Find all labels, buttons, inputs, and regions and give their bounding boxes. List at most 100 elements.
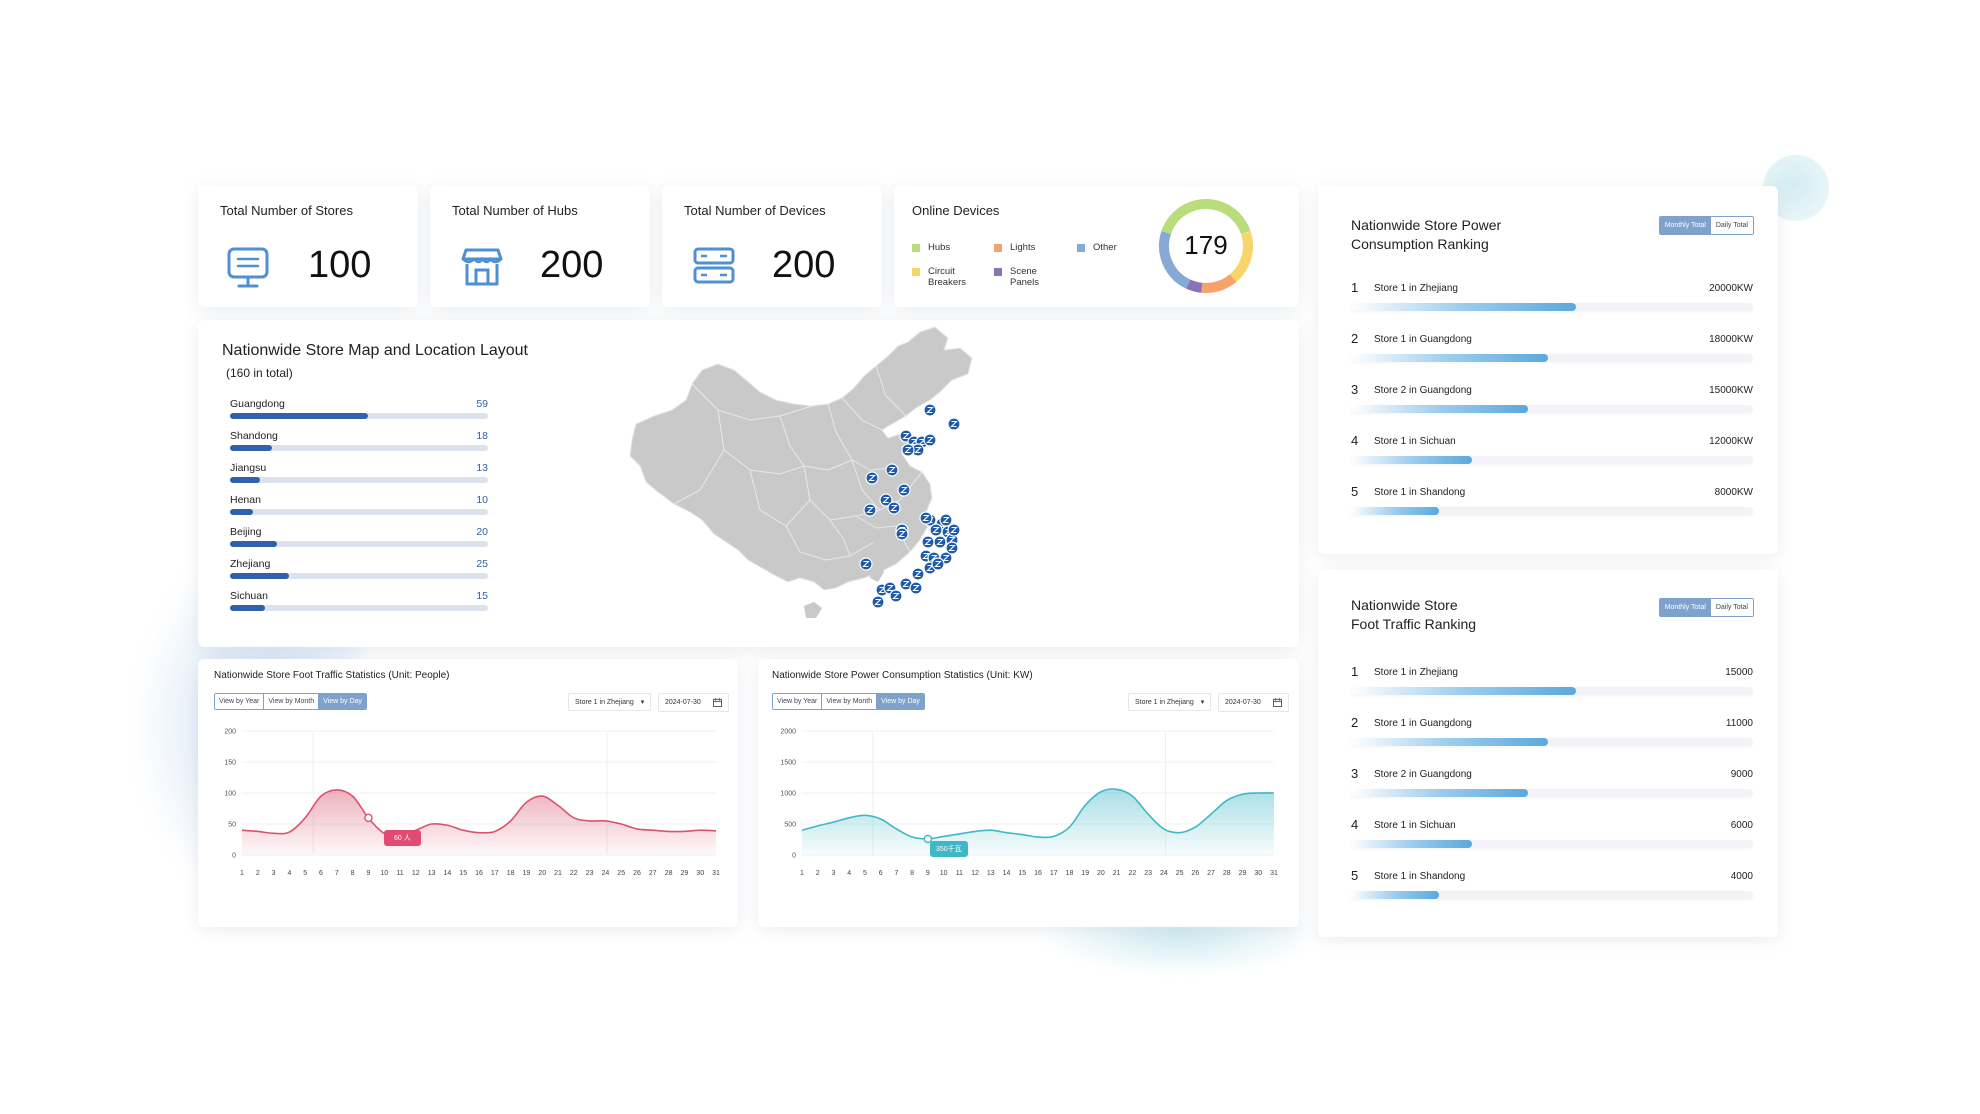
date-picker[interactable]: 2024-07-30 bbox=[1218, 693, 1289, 712]
data-point[interactable] bbox=[1272, 791, 1276, 795]
store-pin[interactable] bbox=[871, 595, 885, 609]
data-point[interactable] bbox=[1114, 787, 1118, 791]
data-point[interactable] bbox=[1083, 803, 1087, 807]
store-pin[interactable] bbox=[885, 463, 899, 477]
store-pin[interactable] bbox=[919, 511, 933, 525]
data-point[interactable] bbox=[1162, 827, 1166, 831]
data-point[interactable] bbox=[429, 822, 433, 826]
store-pin[interactable] bbox=[921, 535, 935, 549]
store-pin[interactable] bbox=[923, 403, 937, 417]
data-point[interactable] bbox=[1193, 825, 1197, 829]
view-by-month-button[interactable]: View by Month bbox=[821, 694, 877, 709]
view-by-day-button[interactable]: View by Day bbox=[318, 694, 366, 709]
store-pin[interactable] bbox=[889, 589, 903, 603]
daily-total-button[interactable]: Daily Total bbox=[1710, 217, 1753, 234]
store-pin[interactable] bbox=[911, 567, 925, 581]
data-point[interactable] bbox=[698, 828, 702, 832]
data-point[interactable] bbox=[1020, 832, 1024, 836]
data-point[interactable] bbox=[1004, 830, 1008, 834]
data-point[interactable] bbox=[714, 829, 718, 833]
data-point[interactable] bbox=[445, 823, 449, 827]
data-point[interactable] bbox=[540, 794, 544, 798]
data-point[interactable] bbox=[572, 816, 576, 820]
view-by-year-button[interactable]: View by Year bbox=[773, 694, 822, 709]
data-point[interactable] bbox=[816, 824, 820, 828]
store-pin[interactable] bbox=[945, 541, 959, 555]
date-picker[interactable]: 2024-07-30 bbox=[658, 693, 729, 712]
map-subtitle: (160 in total) bbox=[226, 366, 293, 380]
store-pin[interactable] bbox=[901, 443, 915, 457]
store-pin[interactable] bbox=[933, 535, 947, 549]
data-point[interactable] bbox=[1052, 834, 1056, 838]
data-point[interactable] bbox=[651, 828, 655, 832]
data-point[interactable] bbox=[800, 828, 804, 832]
data-point[interactable] bbox=[973, 829, 977, 833]
store-pin[interactable] bbox=[859, 557, 873, 571]
store-pin[interactable] bbox=[909, 581, 923, 595]
store-pin[interactable] bbox=[895, 527, 909, 541]
store-pin[interactable] bbox=[939, 513, 953, 527]
data-point[interactable] bbox=[256, 829, 260, 833]
store-pin[interactable] bbox=[879, 493, 893, 507]
data-point[interactable] bbox=[603, 819, 607, 823]
daily-total-button[interactable]: Daily Total bbox=[1710, 599, 1753, 616]
store-pin[interactable] bbox=[865, 471, 879, 485]
highlight-point[interactable] bbox=[364, 813, 373, 823]
data-point[interactable] bbox=[910, 835, 914, 839]
store-pin[interactable] bbox=[863, 503, 877, 517]
monthly-total-button[interactable]: Monthly Total bbox=[1659, 217, 1711, 234]
store-pin[interactable] bbox=[931, 557, 945, 571]
data-point[interactable] bbox=[1177, 830, 1181, 834]
store-pin[interactable] bbox=[947, 523, 961, 537]
highlight-point[interactable] bbox=[923, 834, 933, 844]
monthly-total-button[interactable]: Monthly Total bbox=[1659, 599, 1711, 616]
store-select[interactable]: Store 1 in Zhejiang ▾ bbox=[568, 693, 652, 711]
data-point[interactable] bbox=[666, 829, 670, 833]
store-pin[interactable] bbox=[899, 577, 913, 591]
data-point[interactable] bbox=[303, 816, 307, 820]
data-point[interactable] bbox=[477, 830, 481, 834]
view-by-month-button[interactable]: View by Month bbox=[263, 694, 319, 709]
data-point[interactable] bbox=[461, 828, 465, 832]
data-point[interactable] bbox=[319, 794, 323, 798]
data-point[interactable] bbox=[1256, 791, 1260, 795]
data-point[interactable] bbox=[350, 794, 354, 798]
data-point[interactable] bbox=[1225, 798, 1229, 802]
store-select[interactable]: Store 1 in Zhejiang ▾ bbox=[1128, 693, 1212, 711]
store-pin[interactable] bbox=[947, 417, 961, 431]
data-point[interactable] bbox=[1209, 812, 1213, 816]
store-pin[interactable] bbox=[897, 483, 911, 497]
data-point[interactable] bbox=[894, 827, 898, 831]
data-point[interactable] bbox=[493, 829, 497, 833]
store-pin[interactable] bbox=[923, 433, 937, 447]
data-point[interactable] bbox=[1146, 812, 1150, 816]
data-point[interactable] bbox=[587, 819, 591, 823]
data-point[interactable] bbox=[1067, 825, 1071, 829]
store-pin[interactable] bbox=[887, 501, 901, 515]
data-point[interactable] bbox=[1240, 792, 1244, 796]
view-by-day-button[interactable]: View by Day bbox=[876, 694, 924, 709]
data-point[interactable] bbox=[941, 834, 945, 838]
rank-bar bbox=[1351, 687, 1577, 695]
data-point[interactable] bbox=[1099, 790, 1103, 794]
data-point[interactable] bbox=[878, 817, 882, 821]
data-point[interactable] bbox=[682, 829, 686, 833]
data-point[interactable] bbox=[1036, 835, 1040, 839]
data-point[interactable] bbox=[619, 822, 623, 826]
data-point[interactable] bbox=[508, 819, 512, 823]
data-point[interactable] bbox=[635, 827, 639, 831]
data-point[interactable] bbox=[957, 832, 961, 836]
data-point[interactable] bbox=[556, 803, 560, 807]
data-point[interactable] bbox=[863, 813, 867, 817]
view-by-year-button[interactable]: View by Year bbox=[215, 694, 264, 709]
data-point[interactable] bbox=[240, 828, 244, 832]
data-point[interactable] bbox=[524, 800, 528, 804]
data-point[interactable] bbox=[847, 816, 851, 820]
data-point[interactable] bbox=[831, 820, 835, 824]
data-point[interactable] bbox=[287, 830, 291, 834]
store-pin[interactable] bbox=[929, 523, 943, 537]
data-point[interactable] bbox=[271, 831, 275, 835]
data-point[interactable] bbox=[989, 828, 993, 832]
data-point[interactable] bbox=[1130, 794, 1134, 798]
data-point[interactable] bbox=[335, 788, 339, 792]
